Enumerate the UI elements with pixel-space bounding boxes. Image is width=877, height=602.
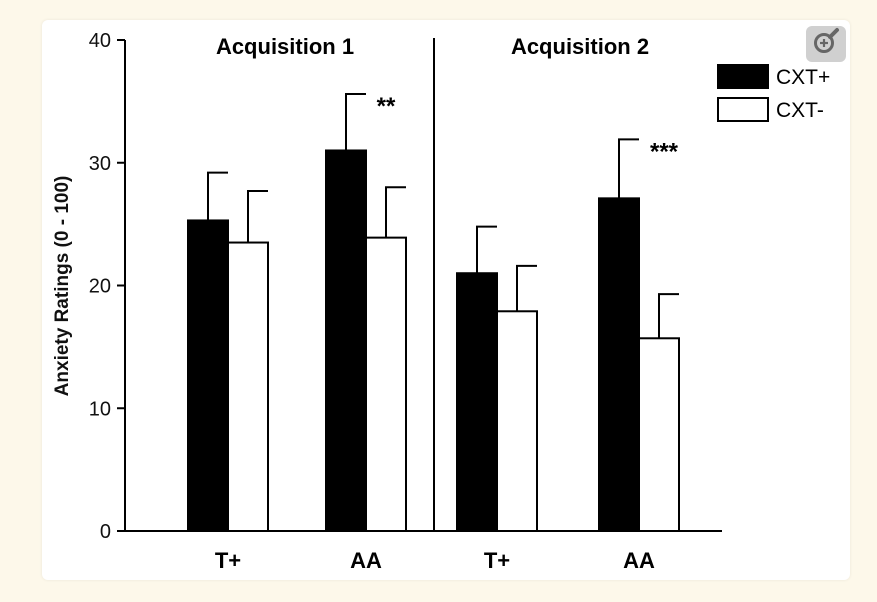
y-tick-label: 10 [89, 398, 111, 420]
bar-cxtminus [496, 310, 538, 532]
x-tick-label: AA [350, 548, 382, 573]
significance-marker: *** [650, 138, 679, 165]
figure-card [42, 20, 850, 580]
legend-label: CXT- [776, 99, 824, 122]
zoom-in-icon [814, 28, 839, 53]
y-tick-label: 0 [100, 521, 111, 543]
zoom-button[interactable] [806, 26, 846, 62]
legend-label: CXT+ [776, 66, 830, 89]
bar-cxtminus [227, 241, 269, 532]
legend-swatch [717, 97, 769, 122]
x-tick-label: T+ [215, 548, 241, 573]
bar-cxtplus [325, 149, 367, 532]
y-tick-label: 20 [89, 276, 111, 298]
y-axis-label: Anxiety Ratings (0 - 100) [52, 176, 73, 397]
x-tick-label: T+ [484, 548, 510, 573]
bar-cxtplus [187, 219, 229, 532]
bar-cxtminus [365, 236, 407, 532]
bar-cxtplus [598, 197, 640, 532]
x-tick-label: AA [623, 548, 655, 573]
bar-cxtplus [456, 272, 498, 532]
y-tick-label: 30 [89, 153, 111, 175]
legend-swatch [717, 64, 769, 89]
group-title: Acquisition 1 [216, 34, 354, 59]
significance-marker: ** [377, 93, 396, 120]
y-tick-label: 40 [89, 30, 111, 52]
bar-cxtminus [638, 337, 680, 532]
group-title: Acquisition 2 [511, 34, 649, 59]
